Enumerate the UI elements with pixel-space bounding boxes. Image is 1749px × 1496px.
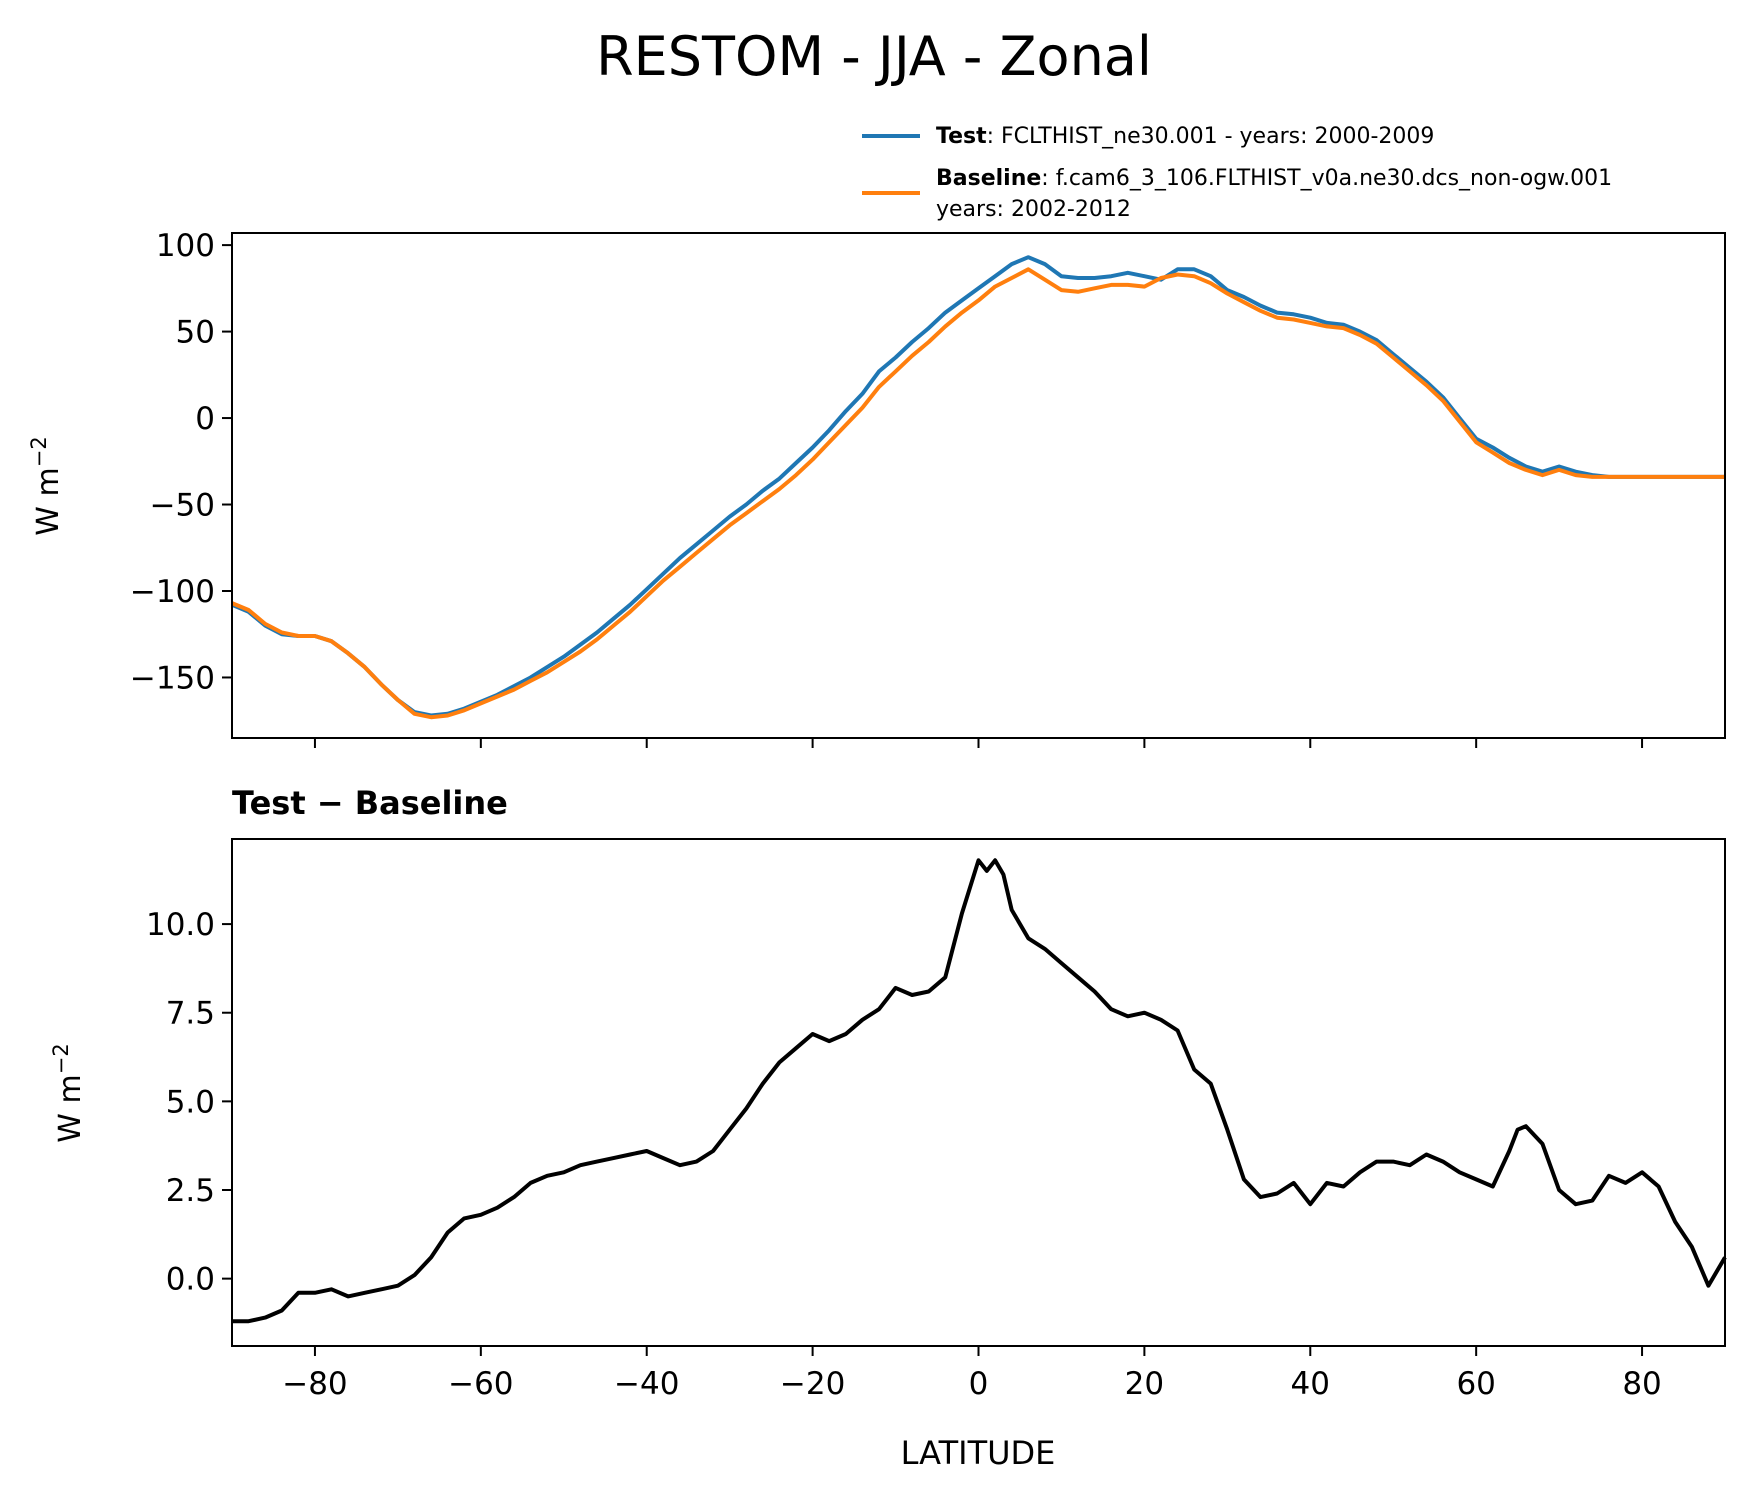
bottom-y-tick-label: 10.0: [146, 907, 215, 943]
bottom-x-tick-label: −60: [448, 1366, 513, 1402]
top-series-group: [231, 255, 1725, 720]
bottom-y-axis-label-main: W m: [53, 1074, 88, 1142]
top-series-line-test: [231, 255, 1725, 718]
top-series-line-baseline: [231, 267, 1725, 720]
top-y-tick-label: −100: [130, 574, 215, 610]
legend-label-test-text: : FCLTHIST_ne30.001 - years: 2000-2009: [987, 124, 1435, 149]
top-x-ticks: [313, 738, 1644, 748]
legend: Test: FCLTHIST_ne30.001 - years: 2000-20…: [862, 124, 1612, 222]
legend-label-baseline-line2: years: 2002-2012: [936, 197, 1131, 222]
top-y-tick-label: −150: [130, 660, 215, 696]
bottom-series-group: [232, 858, 1727, 1324]
top-panel: 100 50 0 −50 −100 −150 W m−2: [27, 228, 1726, 748]
bottom-y-axis-label: W m−2: [49, 1043, 88, 1142]
bottom-y-tick-label: 2.5: [166, 1173, 215, 1209]
bottom-panel-title: Test − Baseline: [232, 784, 508, 822]
bottom-x-tick-label: 40: [1291, 1366, 1330, 1402]
legend-label-test-bold: Test: [936, 124, 987, 149]
top-y-axis-label-sup: −2: [27, 436, 51, 467]
top-y-tick-label: −50: [150, 488, 215, 524]
bottom-panel: Test − Baseline 10.07.55.02.50.0 −80 −60−…: [49, 784, 1727, 1472]
top-y-ticks: 100 50 0 −50 −100 −150: [130, 228, 232, 696]
bottom-y-tick-label: 0.0: [166, 1262, 215, 1298]
legend-label-baseline-text: : f.cam6_3_106.FLTHIST_v0a.ne30.dcs_non-…: [1041, 166, 1612, 191]
top-y-tick-label: 50: [176, 315, 215, 351]
bottom-x-tick-label: 20: [1125, 1366, 1164, 1402]
bottom-y-tick-label: 7.5: [166, 996, 215, 1032]
top-y-tick-label: 0: [195, 401, 215, 437]
figure-title: RESTOM - JJA - Zonal: [596, 25, 1152, 88]
legend-label-test: Test: FCLTHIST_ne30.001 - years: 2000-20…: [936, 124, 1434, 149]
bottom-series-line-test-baseline: [232, 858, 1727, 1324]
bottom-x-ticks: −80 −60 −40 −20 0 20 40 60 80: [282, 1346, 1662, 1402]
bottom-x-tick-label: 60: [1456, 1366, 1495, 1402]
x-axis-label: LATITUDE: [901, 1434, 1056, 1472]
bottom-x-tick-label: −80: [282, 1366, 347, 1402]
bottom-y-tick-label: 5.0: [166, 1084, 215, 1120]
top-y-tick-label: 100: [156, 228, 215, 264]
bottom-y-ticks: 10.0 7.5 5.0 2.5 0.0: [146, 907, 232, 1298]
bottom-x-tick-label: −40: [614, 1366, 679, 1402]
bottom-x-tick-label: 80: [1622, 1366, 1661, 1402]
bottom-y-axis-label-sup: −2: [49, 1043, 73, 1074]
legend-label-baseline: Baseline: f.cam6_3_106.FLTHIST_v0a.ne30.…: [936, 166, 1612, 191]
bottom-x-tick-label: −20: [780, 1366, 845, 1402]
top-y-axis-label-main: W m: [31, 467, 66, 535]
legend-label-baseline-bold: Baseline: [936, 166, 1041, 191]
top-y-axis-label: W m−2: [27, 436, 66, 535]
bottom-plot-frame: [231, 838, 1726, 1347]
top-plot-frame: [231, 232, 1726, 739]
bottom-x-tick-label: 0: [969, 1366, 989, 1402]
